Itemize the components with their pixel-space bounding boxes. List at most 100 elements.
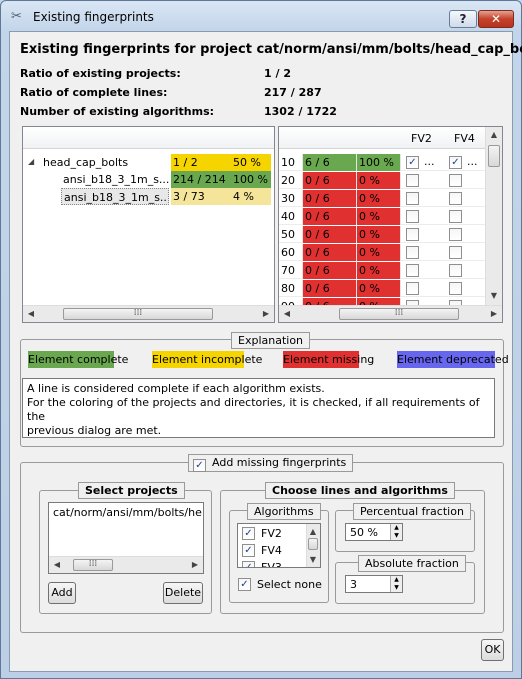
tree-row-ratio: 1 / 2 — [171, 154, 231, 171]
select-none-checkbox[interactable]: ✓ — [238, 578, 251, 591]
help-button[interactable]: ? — [449, 10, 477, 28]
tree-row-percent: 100 % — [231, 171, 271, 188]
ok-button[interactable]: OK — [481, 639, 504, 661]
scroll-down-icon[interactable]: ▼ — [490, 291, 498, 300]
legend-deprecated: Element deprecated — [397, 351, 509, 368]
stat-label-projects: Ratio of existing projects: — [20, 67, 181, 80]
tree-row-name: ansi_b18_3_1m_s... — [63, 173, 169, 186]
list-item[interactable]: ✓ FV4 — [242, 543, 302, 559]
spin-down-icon[interactable]: ▼ — [390, 584, 402, 592]
tools-icon: ✂ — [11, 9, 22, 24]
scroll-thumb[interactable]: ⁞⁞⁞ — [73, 559, 113, 571]
spin-down-icon[interactable]: ▼ — [390, 532, 402, 540]
fv4-more[interactable]: ... — [467, 155, 478, 168]
fv2-checkbox[interactable] — [406, 174, 419, 187]
scroll-right-icon[interactable]: ▶ — [490, 309, 498, 318]
fv2-more[interactable]: ... — [424, 155, 435, 168]
spin-up-icon[interactable]: ▲ — [390, 524, 402, 532]
fv4-checkbox[interactable] — [449, 210, 462, 223]
line-ratio: 0 / 6 — [303, 172, 357, 189]
scroll-down-icon[interactable]: ▼ — [309, 555, 317, 564]
scroll-thumb[interactable]: ⁞⁞⁞ — [339, 308, 459, 320]
fv2-checkbox[interactable] — [406, 228, 419, 241]
column-header-fv4[interactable]: FV4 — [454, 132, 475, 145]
add-project-button[interactable]: Add — [48, 582, 76, 604]
scroll-thumb[interactable] — [488, 145, 500, 167]
fv2-checkbox[interactable]: ✓ — [406, 156, 419, 169]
explanation-line: A line is considered complete if each al… — [27, 382, 325, 395]
fv4-checkbox[interactable]: ✓ — [449, 156, 462, 169]
delete-project-button[interactable]: Delete — [163, 582, 203, 604]
fv4-checkbox[interactable] — [449, 282, 462, 295]
fv4-checkbox[interactable] — [449, 174, 462, 187]
algorithm-checkbox[interactable]: ✓ — [242, 527, 255, 540]
fv4-checkbox[interactable] — [449, 264, 462, 277]
scroll-up-icon[interactable]: ▲ — [490, 130, 498, 139]
expand-arrow-icon[interactable]: ◢ — [28, 157, 35, 166]
line-ratio: 0 / 6 — [303, 208, 357, 225]
line-percent: 0 % — [357, 172, 401, 189]
grid-vertical-scrollbar[interactable]: ▲ ▼ — [485, 127, 502, 305]
tree-row-ratio: 3 / 73 — [171, 188, 231, 205]
grid-horizontal-scrollbar[interactable]: ◀ ⁞⁞⁞ ▶ — [279, 305, 502, 322]
absolute-spinbox[interactable]: 3 ▲ ▼ — [345, 575, 403, 593]
project-tree[interactable]: ◢ head_cap_bolts 1 / 2 50 % ansi_b18_3_1… — [22, 126, 275, 323]
tree-horizontal-scrollbar[interactable]: ◀ ⁞⁞⁞ ▶ — [23, 305, 274, 322]
fv4-checkbox[interactable] — [449, 228, 462, 241]
scroll-left-icon[interactable]: ◀ — [283, 309, 291, 318]
line-ratio: 0 / 6 — [303, 226, 357, 243]
fv2-checkbox[interactable] — [406, 264, 419, 277]
close-button[interactable]: ✕ — [478, 10, 514, 28]
table-row[interactable]: 10 6 / 6 100 % ✓... ✓... — [279, 154, 495, 171]
scroll-right-icon[interactable]: ▶ — [262, 309, 270, 318]
percentual-value: 50 % — [350, 526, 378, 539]
fv4-checkbox[interactable] — [449, 192, 462, 205]
fv2-checkbox[interactable] — [406, 192, 419, 205]
algorithm-checkbox[interactable]: ✓ — [242, 561, 255, 567]
add-missing-toggle[interactable]: ✓ Add missing fingerprints — [188, 454, 354, 472]
legend-missing: Element missing — [283, 351, 375, 368]
window-title: Existing fingerprints — [33, 10, 154, 24]
scroll-up-icon[interactable]: ▲ — [309, 527, 317, 536]
scroll-right-icon[interactable]: ▶ — [191, 560, 199, 569]
spin-up-icon[interactable]: ▲ — [390, 576, 402, 584]
tree-row[interactable]: ansi_b18_3_1m_s... 214 / 214 100 % — [23, 171, 271, 188]
line-percent: 0 % — [357, 208, 401, 225]
fv2-checkbox[interactable] — [406, 282, 419, 295]
fv2-checkbox[interactable] — [406, 210, 419, 223]
scroll-thumb[interactable]: ⁞⁞⁞ — [63, 308, 213, 320]
legend-incomplete: Element incomplete — [152, 351, 263, 368]
list-item[interactable]: ✓ FV3 — [242, 560, 302, 567]
dialog-body: Existing fingerprints for project cat/no… — [9, 31, 522, 672]
scroll-left-icon[interactable]: ◀ — [27, 309, 35, 318]
fv2-checkbox[interactable] — [406, 246, 419, 259]
list-item[interactable]: cat/norm/ansi/mm/bolts/he — [53, 506, 202, 519]
projects-list[interactable]: cat/norm/ansi/mm/bolts/he ◀ ⁞⁞⁞ ▶ — [48, 502, 204, 574]
algorithms-list[interactable]: ✓ FV2 ✓ FV4 ✓ FV3 ▲ ▼ — [237, 523, 321, 568]
line-percent: 0 % — [357, 226, 401, 243]
list-item[interactable]: ✓ FV2 — [242, 526, 302, 542]
column-header-fv2[interactable]: FV2 — [411, 132, 432, 145]
scroll-thumb[interactable] — [308, 538, 318, 550]
scroll-left-icon[interactable]: ◀ — [53, 560, 61, 569]
projects-list-scrollbar[interactable]: ◀ ⁞⁞⁞ ▶ — [49, 556, 203, 573]
percentual-spinbox[interactable]: 50 % ▲ ▼ — [345, 523, 403, 541]
add-missing-checkbox[interactable]: ✓ — [193, 459, 206, 472]
tree-row[interactable]: ansi_b18_3_1m_s... 3 / 73 4 % — [23, 188, 271, 205]
algorithm-checkbox[interactable]: ✓ — [242, 544, 255, 557]
title-bar: ✂ Existing fingerprints ? ✕ — [1, 1, 521, 31]
fv4-checkbox[interactable] — [449, 246, 462, 259]
tree-row[interactable]: ◢ head_cap_bolts 1 / 2 50 % — [23, 154, 271, 171]
algorithms-list-scrollbar[interactable]: ▲ ▼ — [306, 524, 320, 567]
line-number: 80 — [279, 280, 303, 297]
stat-label-algorithms: Number of existing algorithms: — [20, 105, 215, 118]
